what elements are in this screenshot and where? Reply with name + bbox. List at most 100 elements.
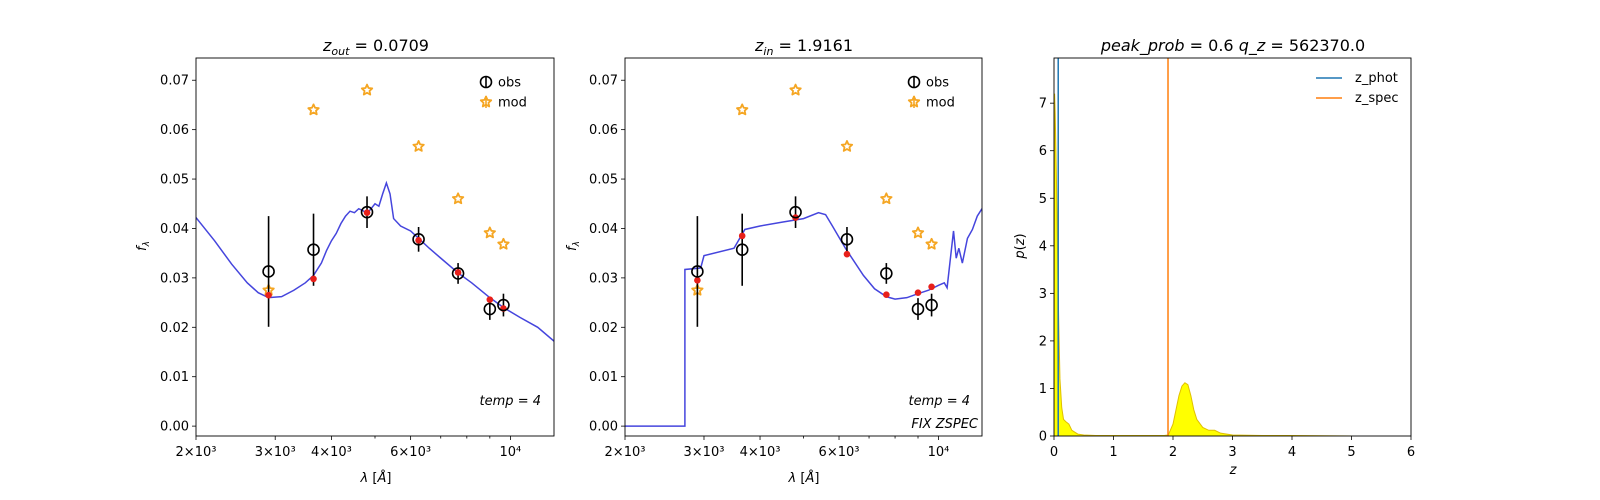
panel-middle-model-flux-point (843, 250, 851, 258)
panel-left-y-tick-label: 0.03 (160, 271, 189, 286)
panel-left-obs-marker (451, 267, 465, 280)
panel-left-obs-marker (307, 243, 320, 257)
panel-left-x-tick-label: 6×10³ (390, 445, 431, 460)
panel-left-obs-marker (262, 265, 275, 278)
panel-left-x-tick-label: 10⁴ (500, 445, 522, 460)
panel-right: peak_prob = 0.6 q_z = 562370.0 z p(z) 0 1… (1013, 36, 1415, 478)
panel-middle-model-flux-point (928, 283, 935, 291)
panel-right-y-tick-label: 6 (1039, 144, 1047, 159)
panel-left-y-tick-label: 0.02 (160, 321, 189, 336)
panel-middle-y-tick-label: 0.05 (589, 173, 618, 188)
panel-right-y-tick-label: 7 (1039, 97, 1047, 112)
panel-right-x-tick-label: 3 (1228, 445, 1236, 460)
panel-middle-legend-mod-label: mod (926, 96, 955, 111)
panel-middle: zin = 1.9161 λ [Å] fλ temp = 4 FIX ZSPEC… (565, 36, 983, 486)
panel-middle-temp-label: temp = 4 (909, 394, 970, 409)
panel-middle-mod-star (736, 103, 749, 116)
panel-left-model-flux-point (265, 291, 272, 299)
panel-right-legend-z-phot-label: z_phot (1355, 71, 1398, 86)
panel-right-x-tick-label: 2 (1169, 445, 1177, 460)
panel-middle-mod-star (911, 226, 925, 239)
panel-right-y-tick-label: 1 (1039, 382, 1047, 397)
panel-middle-mod-star (840, 140, 854, 152)
panel-left-legend-obs-label: obs (498, 76, 521, 91)
panel-middle-model-flux-point (883, 291, 890, 298)
panel-middle-mod-star (925, 237, 938, 250)
panel-right-y-tick-label: 3 (1039, 287, 1047, 302)
panel-middle-obs-marker (735, 243, 749, 257)
panel-right-x-tick-label: 6 (1407, 445, 1415, 460)
panel-right-pz-fill (1054, 93, 1352, 436)
panel-left-model-flux-point (363, 209, 371, 216)
panel-right-title: peak_prob = 0.6 q_z = 562370.0 (1100, 36, 1365, 56)
panel-right-plot-area (1054, 58, 1352, 436)
panel-right-xlabel: z (1229, 463, 1238, 478)
panel-middle-legend-obs-label: obs (926, 76, 949, 91)
panel-middle-mod-star (789, 83, 802, 96)
panel-right-x-tick-label: 0 (1050, 445, 1058, 460)
panel-left-model-flux-point (310, 275, 317, 283)
panel-middle-y-tick-label: 0.01 (589, 370, 618, 385)
panel-middle-ylabel: fλ (565, 241, 582, 251)
panel-left-y-tick-label: 0.07 (160, 74, 189, 89)
panel-right-y-tick-label: 2 (1039, 334, 1047, 349)
panel-middle-xlabel: λ [Å] (788, 470, 820, 486)
panel-middle-model-flux-point (914, 289, 922, 297)
panel-left-y-tick-label: 0.00 (160, 420, 189, 435)
panel-left-legend-obs-marker (479, 75, 493, 89)
panel-left-legend: obs mod (479, 75, 527, 111)
panel-middle-obs-marker (880, 267, 893, 280)
panel-middle-model-flux-point (694, 277, 701, 284)
panel-left-obs-marker (360, 205, 374, 219)
panel-middle-x-tick-label: 4×10³ (740, 445, 781, 460)
panel-right-ylabel: p(z) (1013, 233, 1028, 259)
panel-right-axes-frame (1053, 57, 1412, 437)
panel-middle-legend: obs mod (907, 75, 955, 111)
panel-left-y-tick-label: 0.06 (160, 123, 189, 138)
panel-left-legend-mod-label: mod (498, 96, 527, 111)
panel-left-temp-label: temp = 4 (480, 394, 541, 409)
panel-left-y-tick-label: 0.01 (160, 370, 189, 385)
panel-middle-model-flux-point (738, 232, 746, 240)
panel-middle-legend-obs-marker (907, 75, 921, 89)
panel-left-axes-frame (195, 57, 555, 437)
panel-middle-y-tick-label: 0.02 (589, 321, 618, 336)
panel-middle-y-tick-label: 0.06 (589, 123, 618, 138)
panel-left-y-tick-label: 0.04 (160, 222, 189, 237)
panel-right-legend-z-spec-label: z_spec (1355, 91, 1399, 106)
panel-middle-title: zin = 1.9161 (754, 36, 853, 58)
panel-left-plot-area (196, 83, 554, 342)
panel-middle-y-tick-label: 0.00 (589, 420, 618, 435)
panel-right-legend: z_phot z_spec (1316, 71, 1399, 106)
panel-middle-y-tick-label: 0.03 (589, 271, 618, 286)
panel-middle-x-tick-label: 10⁴ (928, 445, 950, 460)
panel-left-mod-star (451, 192, 465, 205)
panel-middle-plot-area (625, 83, 982, 427)
panel-middle-y-tick-label: 0.04 (589, 222, 618, 237)
panel-left-mod-star (307, 103, 320, 116)
panel-right-y-tick-label: 0 (1039, 430, 1047, 445)
panel-left-mod-star (360, 83, 374, 96)
panel-right-y-tick-label: 4 (1039, 239, 1047, 254)
panel-right-x-tick-label: 4 (1288, 445, 1296, 460)
panel-left-xlabel: λ [Å] (360, 470, 392, 486)
panel-left-title: zout = 0.0709 (322, 36, 429, 58)
panel-left-x-tick-label: 2×10³ (176, 445, 217, 460)
panel-middle-y-tick-label: 0.07 (589, 74, 618, 89)
panel-left-obs-marker (483, 302, 497, 316)
panel-left-ylabel: fλ (135, 241, 152, 251)
panel-left-mod-star (412, 140, 425, 152)
panel-middle-mod-star (880, 192, 893, 205)
panel-left-legend-mod-marker (479, 95, 493, 108)
panel-left: zout = 0.0709 λ [Å] fλ temp = 4 2×10³ 3×1… (135, 36, 555, 486)
panel-middle-legend-mod-marker (907, 95, 921, 108)
panel-left-model-flux-point (486, 296, 494, 303)
panel-middle-obs-marker (691, 265, 704, 278)
panel-left-x-tick-label: 4×10³ (311, 445, 352, 460)
panel-left-model-flux-point (415, 237, 422, 244)
panel-middle-x-tick-label: 2×10³ (605, 445, 646, 460)
panel-middle-x-tick-label: 6×10³ (819, 445, 860, 460)
panel-right-x-tick-label: 5 (1347, 445, 1355, 460)
panel-middle-obs-marker (911, 302, 925, 316)
